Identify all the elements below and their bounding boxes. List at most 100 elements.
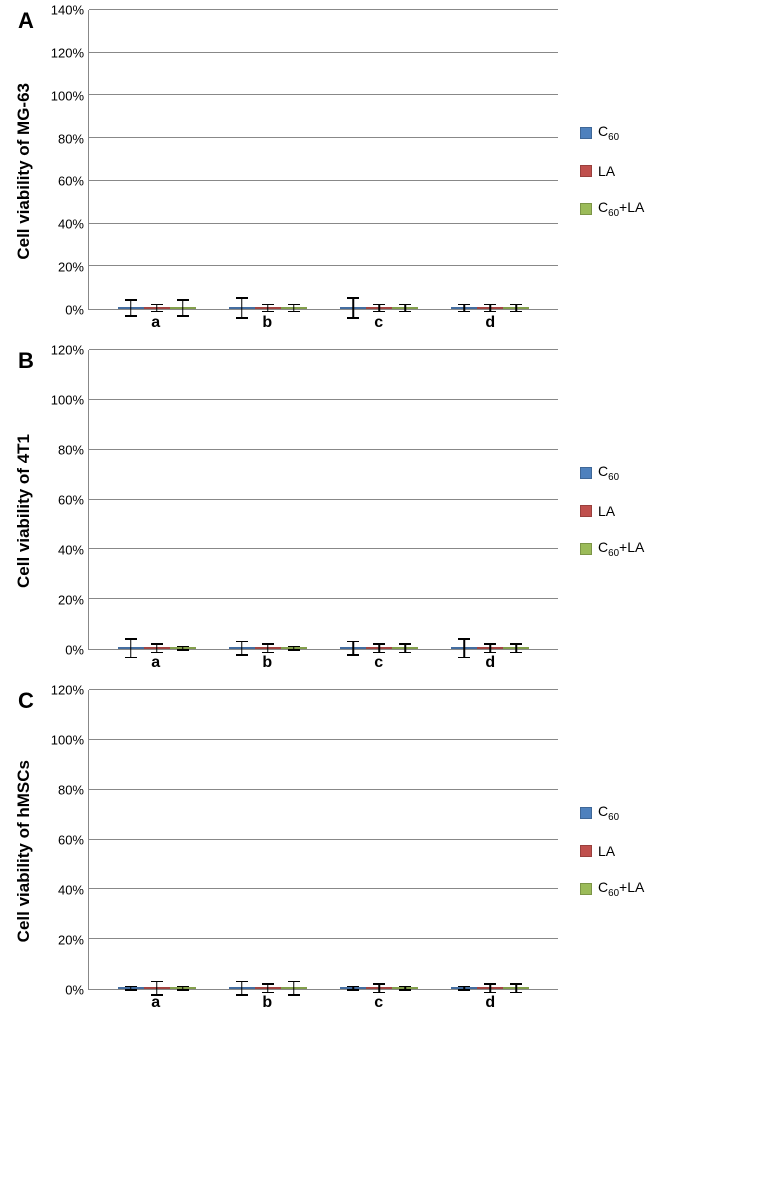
bar-group-b — [229, 307, 307, 309]
bar-group-a — [118, 307, 196, 309]
y-tick: 120% — [51, 45, 84, 60]
error-bar — [484, 304, 496, 313]
plot-area — [88, 10, 558, 310]
plot-area — [88, 350, 558, 650]
x-tick: b — [228, 654, 306, 672]
error-bar — [288, 981, 300, 996]
bar-C60 — [229, 987, 255, 989]
error-bar — [151, 643, 163, 653]
y-tick: 20% — [58, 593, 84, 608]
bar-LA — [144, 987, 170, 989]
y-tick: 0% — [65, 303, 84, 318]
legend-label: LA — [598, 503, 615, 519]
bar-LA — [144, 307, 170, 309]
bar-LA — [477, 987, 503, 989]
bar-C60LA — [281, 647, 307, 649]
error-bar — [288, 304, 300, 313]
legend-item: C60 — [580, 123, 644, 143]
x-tick: c — [340, 994, 418, 1012]
error-bar — [236, 641, 248, 656]
x-tick: a — [117, 994, 195, 1012]
x-ticks: abcd — [88, 650, 558, 672]
legend-label: C60+LA — [598, 539, 644, 559]
error-bar — [373, 643, 385, 653]
bar-LA — [366, 987, 392, 989]
bar-C60LA — [170, 987, 196, 989]
y-tick: 100% — [51, 88, 84, 103]
error-bar — [399, 643, 411, 653]
error-bar — [510, 304, 522, 313]
bar-C60 — [118, 987, 144, 989]
y-tick: 140% — [51, 3, 84, 18]
error-bar — [125, 299, 137, 316]
plot-area — [88, 690, 558, 990]
bar-C60LA — [281, 307, 307, 309]
legend-swatch — [580, 165, 592, 177]
error-bar — [510, 983, 522, 993]
y-tick: 20% — [58, 260, 84, 275]
bar-C60LA — [281, 987, 307, 989]
bar-LA — [255, 647, 281, 649]
bar-C60LA — [170, 307, 196, 309]
legend-swatch — [580, 127, 592, 139]
bar-group-d — [451, 307, 529, 309]
y-tick: 40% — [58, 543, 84, 558]
bar-C60 — [451, 307, 477, 309]
legend-swatch — [580, 845, 592, 857]
legend-label: C60+LA — [598, 879, 644, 899]
bar-LA — [366, 307, 392, 309]
legend-swatch — [580, 543, 592, 555]
error-bar — [177, 646, 189, 651]
bar-group-a — [118, 987, 196, 989]
chart-row: Cell viability of MG-630%20%40%60%80%100… — [10, 10, 752, 332]
bar-C60 — [118, 307, 144, 309]
error-bar — [262, 304, 274, 313]
panel-C: CCell viability of hMSCs0%20%40%60%80%10… — [10, 690, 752, 1012]
y-tick: 80% — [58, 131, 84, 146]
bar-LA — [144, 647, 170, 649]
panel-label: C — [18, 688, 34, 714]
error-bar — [177, 299, 189, 316]
error-bar — [262, 983, 274, 993]
bar-LA — [477, 307, 503, 309]
error-bar — [399, 986, 411, 991]
x-ticks: abcd — [88, 310, 558, 332]
legend-swatch — [580, 807, 592, 819]
error-bar — [399, 304, 411, 313]
error-bar — [347, 641, 359, 656]
y-tick: 80% — [58, 783, 84, 798]
bar-C60LA — [392, 647, 418, 649]
legend-item: C60+LA — [580, 199, 644, 219]
bar-LA — [477, 647, 503, 649]
y-axis: 0%20%40%60%80%100%120% — [38, 350, 88, 650]
bar-LA — [366, 647, 392, 649]
y-tick: 20% — [58, 933, 84, 948]
bar-group-b — [229, 647, 307, 649]
legend-item: LA — [580, 503, 644, 519]
bar-C60LA — [503, 647, 529, 649]
bar-C60LA — [392, 307, 418, 309]
error-bar — [373, 983, 385, 993]
bar-groups — [89, 350, 558, 649]
legend-item: C60+LA — [580, 539, 644, 559]
x-tick: d — [451, 994, 529, 1012]
y-tick: 100% — [51, 393, 84, 408]
y-axis: 0%20%40%60%80%100%120% — [38, 690, 88, 990]
y-tick: 60% — [58, 493, 84, 508]
y-axis-label: Cell viability of hMSCs — [10, 760, 38, 942]
y-tick: 120% — [51, 343, 84, 358]
legend-swatch — [580, 883, 592, 895]
error-bar — [347, 297, 359, 318]
y-tick: 100% — [51, 733, 84, 748]
error-bar — [510, 643, 522, 653]
panel-label: A — [18, 8, 34, 34]
chart-wrap: 0%20%40%60%80%100%120%abcd — [38, 690, 558, 1012]
bar-C60 — [340, 307, 366, 309]
chart-wrap: 0%20%40%60%80%100%120%abcd — [38, 350, 558, 672]
bar-group-d — [451, 647, 529, 649]
bar-LA — [255, 987, 281, 989]
legend-swatch — [580, 505, 592, 517]
y-tick: 0% — [65, 643, 84, 658]
y-axis-label: Cell viability of 4T1 — [10, 434, 38, 588]
bar-C60 — [229, 647, 255, 649]
